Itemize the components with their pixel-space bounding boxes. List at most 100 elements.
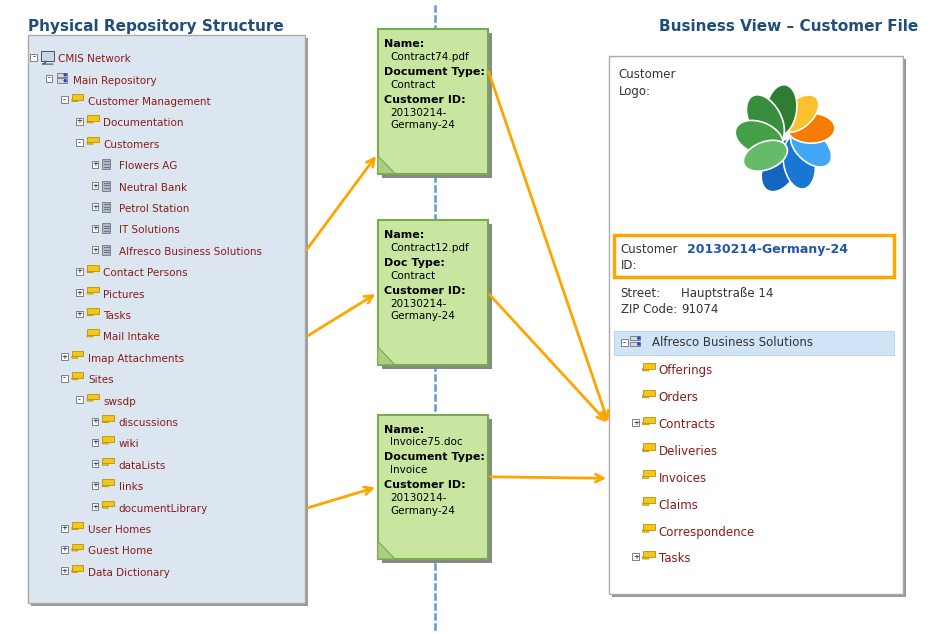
Text: Hauptstraße 14: Hauptstraße 14	[681, 287, 773, 300]
Text: Name:: Name:	[384, 230, 425, 240]
Bar	[87, 394, 99, 399]
Text: Invoice75.doc: Invoice75.doc	[390, 437, 463, 448]
Text: Contact Persons: Contact Persons	[104, 268, 188, 278]
Polygon shape	[72, 571, 77, 573]
Bar	[381, 33, 492, 178]
Text: +: +	[92, 461, 98, 467]
Bar	[61, 353, 68, 360]
Bar	[643, 497, 655, 503]
Bar	[87, 115, 99, 121]
Text: Invoices: Invoices	[659, 472, 707, 485]
Polygon shape	[103, 420, 109, 422]
Bar	[103, 479, 114, 485]
Text: +: +	[92, 247, 98, 253]
Bar	[103, 159, 110, 169]
Text: -: -	[623, 340, 626, 346]
Polygon shape	[72, 527, 77, 529]
Text: Invoice: Invoice	[390, 465, 428, 476]
Polygon shape	[72, 356, 77, 358]
Bar	[381, 418, 492, 563]
Bar	[87, 287, 99, 292]
Text: +: +	[61, 354, 67, 360]
Bar	[643, 363, 655, 369]
Bar	[31, 38, 308, 605]
Text: Claims: Claims	[659, 499, 699, 512]
Bar	[378, 29, 488, 174]
Bar	[103, 501, 114, 507]
Bar	[643, 524, 655, 530]
Bar	[87, 308, 99, 314]
Bar	[103, 245, 110, 255]
Ellipse shape	[790, 127, 832, 167]
Bar	[61, 375, 68, 382]
Bar	[103, 415, 114, 421]
Text: Customers: Customers	[104, 139, 160, 150]
Polygon shape	[643, 557, 649, 559]
Circle shape	[64, 80, 66, 82]
Polygon shape	[72, 100, 77, 101]
Text: Business View – Customer File: Business View – Customer File	[659, 19, 919, 34]
Text: Contract: Contract	[390, 271, 435, 281]
Text: -: -	[78, 139, 81, 146]
Text: +: +	[92, 439, 98, 446]
Bar	[72, 351, 83, 356]
Bar	[378, 221, 488, 365]
Ellipse shape	[761, 139, 801, 191]
Text: Data Dictionary: Data Dictionary	[88, 568, 170, 578]
Text: Deliveries: Deliveries	[659, 445, 717, 458]
Polygon shape	[87, 335, 93, 337]
Bar	[76, 268, 83, 275]
Polygon shape	[72, 549, 77, 551]
Text: Contract12.pdf: Contract12.pdf	[390, 243, 469, 254]
Text: Correspondence: Correspondence	[659, 526, 755, 538]
Bar	[30, 54, 37, 61]
Text: Pictures: Pictures	[104, 290, 145, 300]
Bar	[630, 342, 640, 346]
Polygon shape	[643, 368, 649, 371]
Text: Sites: Sites	[88, 375, 114, 385]
Text: +: +	[632, 420, 639, 425]
Bar	[57, 72, 67, 77]
Bar	[614, 331, 894, 355]
Polygon shape	[643, 476, 649, 478]
Bar	[76, 396, 83, 403]
Ellipse shape	[780, 95, 818, 133]
Bar	[92, 482, 98, 489]
Polygon shape	[103, 442, 109, 444]
Text: Customer ID:: Customer ID:	[384, 286, 466, 296]
Text: Customer
Logo:: Customer Logo:	[618, 68, 676, 98]
Text: Physical Repository Structure: Physical Repository Structure	[28, 19, 284, 34]
Bar	[103, 458, 114, 463]
Bar	[632, 419, 639, 426]
Text: documentLibrary: documentLibrary	[119, 503, 208, 514]
Text: +: +	[92, 183, 98, 188]
Bar	[643, 443, 655, 450]
Text: Petrol Station: Petrol Station	[119, 204, 189, 214]
Bar	[72, 543, 83, 549]
Text: Contracts: Contracts	[659, 418, 716, 431]
Bar	[76, 311, 83, 318]
Text: Street:: Street:	[620, 287, 661, 300]
Bar	[643, 551, 655, 557]
Text: CMIS Network: CMIS Network	[58, 54, 130, 64]
Bar	[630, 336, 640, 340]
Text: +: +	[92, 418, 98, 424]
Ellipse shape	[787, 113, 834, 143]
Bar	[61, 567, 68, 574]
Polygon shape	[87, 313, 93, 316]
Polygon shape	[103, 463, 109, 465]
Text: IT Solutions: IT Solutions	[119, 225, 179, 235]
Circle shape	[637, 343, 640, 345]
Polygon shape	[378, 347, 395, 365]
Text: -: -	[63, 97, 66, 103]
Bar	[621, 339, 628, 346]
Bar	[632, 553, 639, 560]
Text: links: links	[119, 482, 143, 492]
Bar	[42, 51, 54, 61]
Bar	[92, 225, 98, 232]
Bar	[92, 503, 98, 510]
Text: Alfresco Business Solutions: Alfresco Business Solutions	[652, 337, 813, 349]
Bar	[92, 418, 98, 425]
Text: Neutral Bank: Neutral Bank	[119, 183, 187, 193]
Bar	[92, 182, 98, 189]
